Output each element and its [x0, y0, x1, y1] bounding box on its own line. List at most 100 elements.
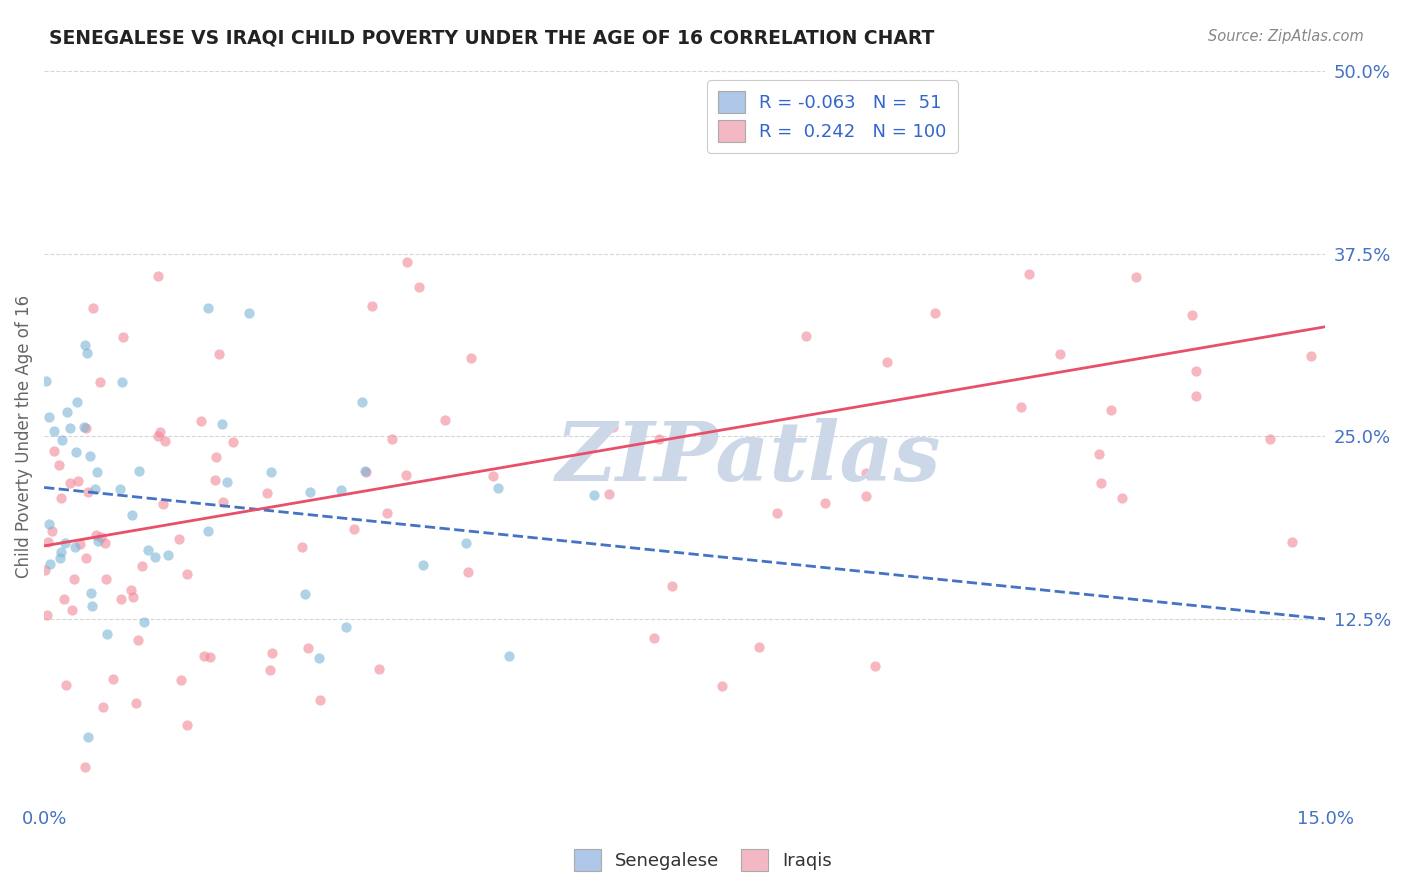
Point — [111, 375, 134, 389]
Point — [111, 330, 134, 344]
Point — [350, 395, 373, 409]
Point — [408, 280, 430, 294]
Point — [211, 417, 233, 432]
Point — [76, 484, 98, 499]
Point — [38, 516, 60, 531]
Point — [215, 475, 238, 489]
Point — [110, 591, 132, 606]
Point — [65, 445, 87, 459]
Point — [876, 355, 898, 369]
Legend: R = -0.063   N =  51, R =  0.242   N = 100: R = -0.063 N = 51, R = 0.242 N = 100 — [707, 80, 957, 153]
Point — [60, 603, 83, 617]
Point — [128, 464, 150, 478]
Point — [127, 632, 149, 647]
Point — [1185, 389, 1208, 403]
Point — [814, 496, 837, 510]
Point — [131, 559, 153, 574]
Point — [152, 497, 174, 511]
Point — [176, 566, 198, 581]
Point — [297, 640, 319, 655]
Point — [87, 533, 110, 548]
Point — [367, 662, 389, 676]
Point — [811, 131, 834, 145]
Point — [924, 306, 946, 320]
Point — [1018, 268, 1040, 282]
Point — [83, 482, 105, 496]
Point — [170, 673, 193, 687]
Point — [598, 487, 620, 501]
Point — [238, 306, 260, 320]
Point — [434, 413, 457, 427]
Point — [643, 631, 665, 645]
Point — [381, 433, 404, 447]
Point — [1090, 475, 1112, 490]
Point — [211, 494, 233, 508]
Point — [190, 414, 212, 428]
Point — [308, 650, 330, 665]
Point — [51, 433, 73, 447]
Point — [80, 599, 103, 613]
Point — [482, 468, 505, 483]
Point — [79, 449, 101, 463]
Point — [122, 590, 145, 604]
Point — [1258, 432, 1281, 446]
Point — [1125, 270, 1147, 285]
Point — [89, 375, 111, 389]
Point — [343, 522, 366, 536]
Point — [75, 338, 97, 352]
Point — [53, 591, 76, 606]
Point — [55, 678, 77, 692]
Point — [1010, 400, 1032, 414]
Point — [354, 465, 377, 479]
Point — [198, 650, 221, 665]
Point — [498, 648, 520, 663]
Point — [395, 468, 418, 483]
Point — [49, 491, 72, 505]
Point — [197, 301, 219, 316]
Point — [73, 760, 96, 774]
Point — [75, 551, 97, 566]
Point — [48, 458, 70, 472]
Point — [37, 608, 59, 623]
Text: ZIPatlas: ZIPatlas — [555, 418, 942, 499]
Point — [1049, 347, 1071, 361]
Point — [1181, 308, 1204, 322]
Point — [77, 730, 100, 744]
Point — [602, 419, 624, 434]
Point — [396, 255, 419, 269]
Point — [90, 530, 112, 544]
Point — [56, 405, 79, 419]
Point — [863, 659, 886, 673]
Point — [153, 434, 176, 448]
Point — [766, 506, 789, 520]
Point — [55, 535, 77, 549]
Point — [259, 663, 281, 677]
Point — [648, 432, 671, 446]
Point — [1111, 491, 1133, 505]
Point — [353, 463, 375, 477]
Point — [62, 572, 84, 586]
Point — [125, 696, 148, 710]
Point — [1184, 364, 1206, 378]
Point — [96, 626, 118, 640]
Point — [134, 615, 156, 630]
Point — [197, 524, 219, 539]
Point — [661, 579, 683, 593]
Point — [84, 528, 107, 542]
Point — [193, 649, 215, 664]
Point — [299, 485, 322, 500]
Point — [361, 299, 384, 313]
Point — [260, 646, 283, 660]
Point — [67, 474, 90, 488]
Point — [59, 476, 82, 491]
Point — [86, 465, 108, 479]
Point — [167, 532, 190, 546]
Point — [457, 565, 479, 579]
Text: Source: ZipAtlas.com: Source: ZipAtlas.com — [1208, 29, 1364, 44]
Legend: Senegalese, Iraqis: Senegalese, Iraqis — [567, 842, 839, 879]
Point — [149, 425, 172, 439]
Point — [42, 444, 65, 458]
Point — [208, 346, 231, 360]
Point — [148, 269, 170, 284]
Point — [456, 536, 478, 550]
